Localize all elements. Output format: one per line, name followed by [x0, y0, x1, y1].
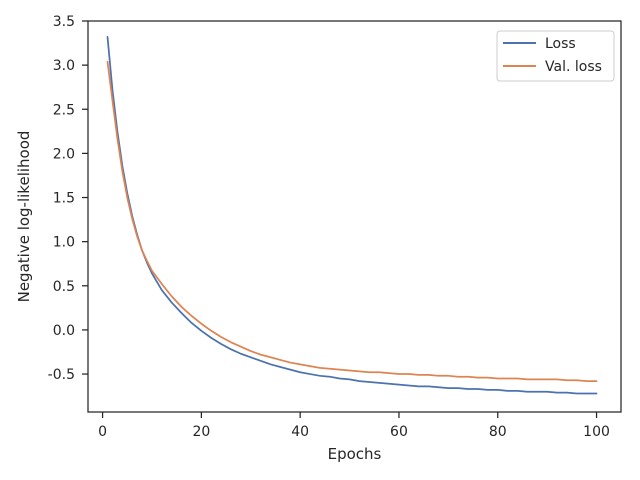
y-tick-label: 1.5	[53, 191, 75, 207]
y-tick-label: -0.5	[48, 367, 75, 383]
x-tick-label: 40	[291, 424, 309, 440]
legend-label-loss: Loss	[545, 36, 576, 52]
x-axis-label: Epochs	[328, 445, 382, 463]
y-tick-label: 3.0	[53, 58, 75, 74]
y-axis-label: Negative log-likelihood	[15, 131, 33, 303]
y-tick-label: 0.0	[53, 323, 75, 339]
y-tick-label: 3.5	[53, 14, 75, 30]
x-tick-label: 20	[192, 424, 210, 440]
y-tick-label: 1.0	[53, 235, 75, 251]
y-tick-label: 0.5	[53, 279, 75, 295]
x-tick-label: 80	[489, 424, 507, 440]
series-line-loss	[106, 36, 598, 395]
series-line-val-loss	[106, 60, 598, 382]
legend-label-val-loss: Val. loss	[545, 59, 602, 75]
x-axis-ticks: 0 20 40 60 80 100	[98, 412, 610, 440]
x-tick-label: 100	[583, 424, 610, 440]
legend: Loss Val. loss	[496, 30, 615, 82]
x-tick-label: 60	[390, 424, 408, 440]
x-tick-label: 0	[98, 424, 107, 440]
y-tick-label: 2.0	[53, 146, 75, 162]
series-layer	[106, 36, 598, 395]
y-tick-label: 2.5	[53, 102, 75, 118]
plot-frame	[87, 20, 622, 413]
y-axis-ticks: -0.5 0.0 0.5 1.0 1.5 2.0 2.5 3.0 3.5	[48, 14, 88, 383]
